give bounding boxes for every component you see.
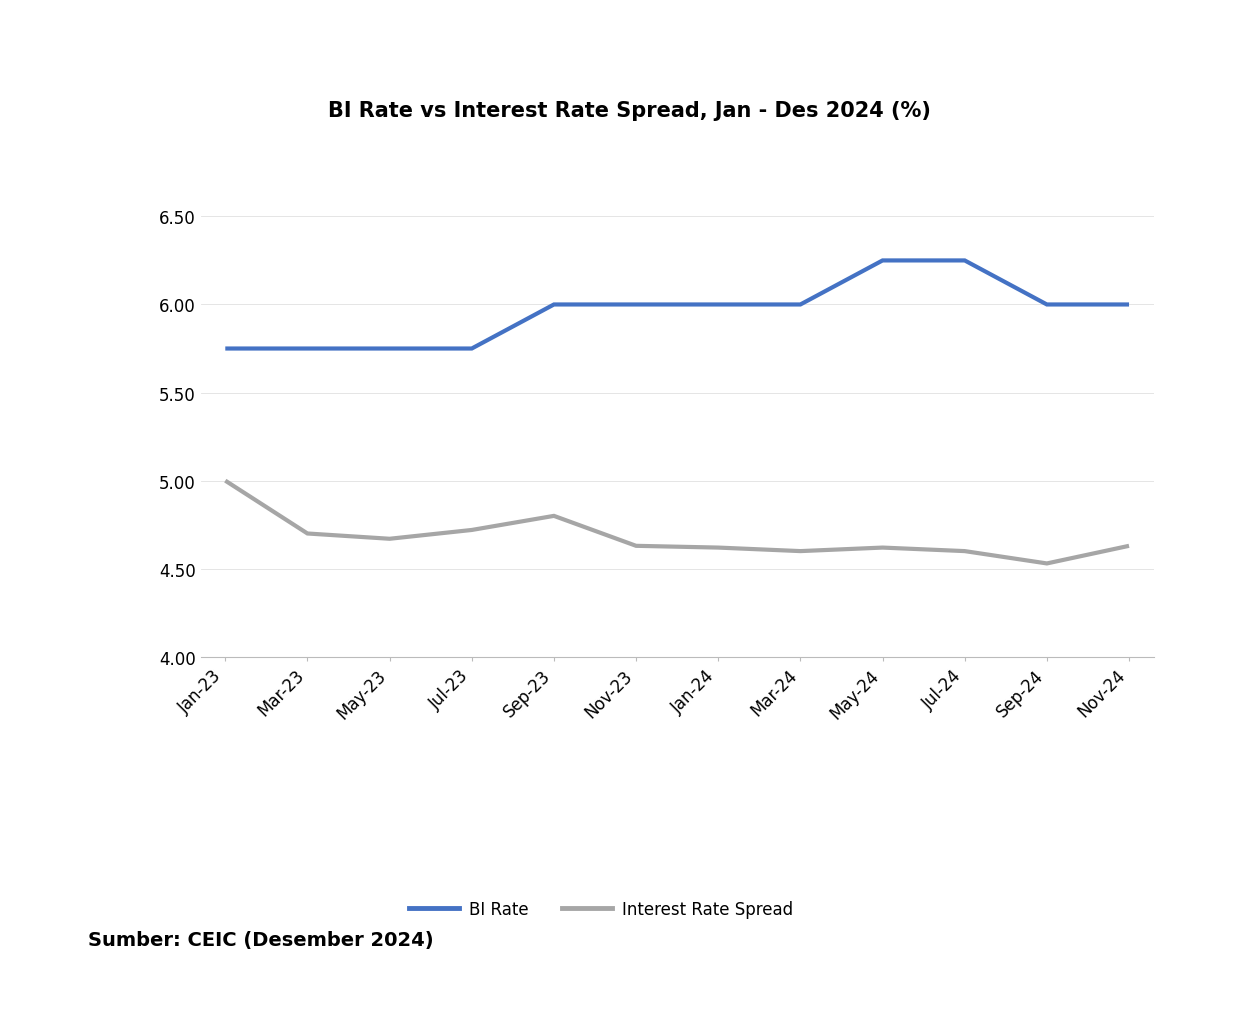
Legend: BI Rate, Interest Rate Spread: BI Rate, Interest Rate Spread	[403, 894, 800, 925]
Text: Sumber: CEIC (Desember 2024): Sumber: CEIC (Desember 2024)	[88, 930, 434, 949]
Text: BI Rate vs Interest Rate Spread, Jan - Des 2024 (%): BI Rate vs Interest Rate Spread, Jan - D…	[329, 101, 930, 121]
FancyBboxPatch shape	[65, 34, 1214, 896]
